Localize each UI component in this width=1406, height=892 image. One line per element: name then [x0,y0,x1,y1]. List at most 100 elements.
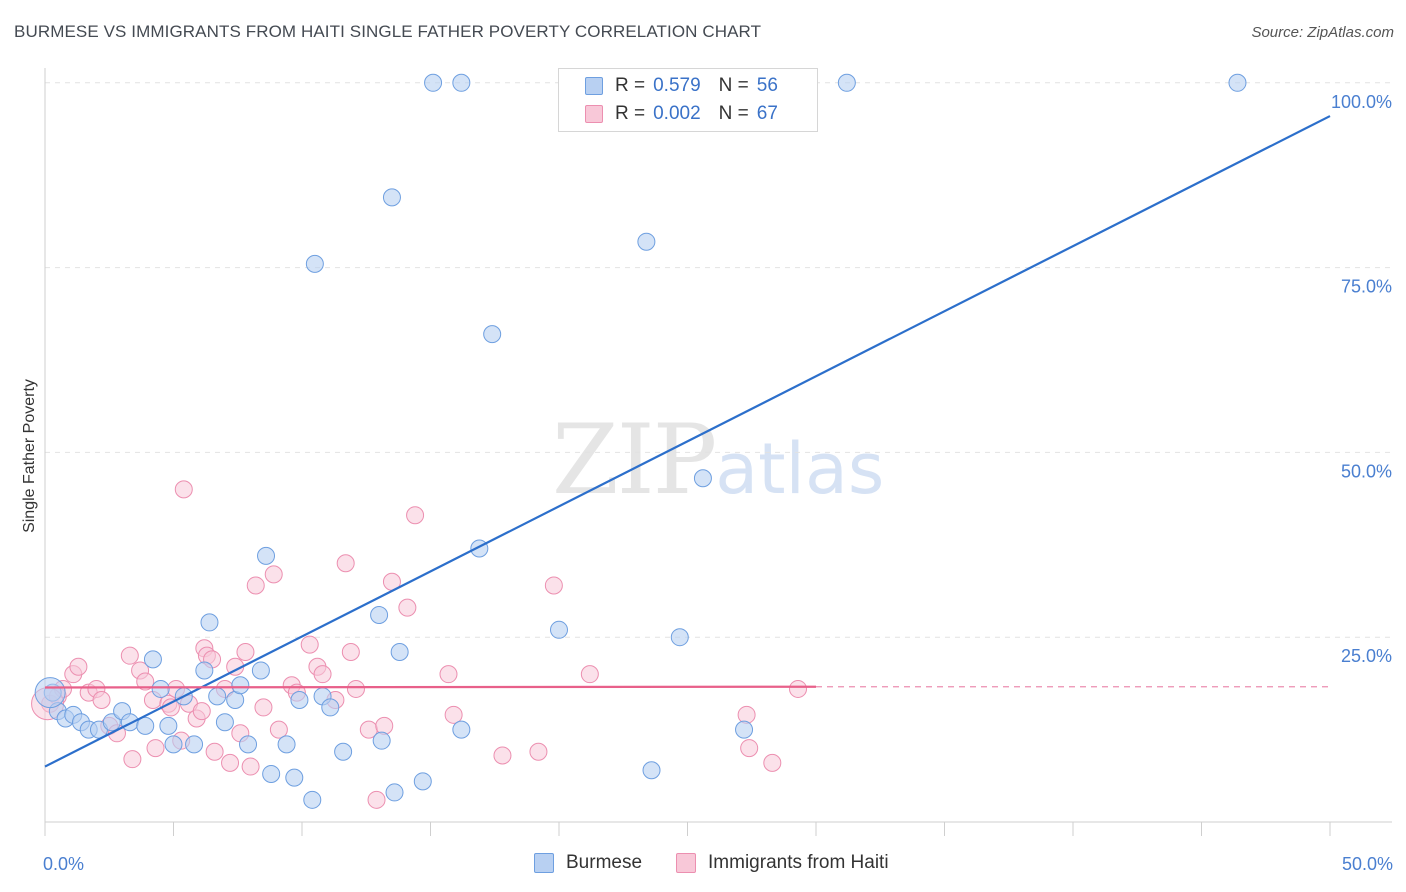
haiti-point [580,665,599,684]
legend-label-burmese: Burmese [566,852,643,873]
burmese-point [120,713,139,732]
chart-source: Source: ZipAtlas.com [1251,24,1394,41]
haiti-point [236,642,255,661]
haiti-points [31,480,808,809]
haiti-point [346,679,365,698]
haiti-point [123,750,142,769]
grid-lines [45,82,1392,638]
axis-labels: 25.0% 50.0% 75.0% 100.0% 0.0% 50.0% Single Fat… [21,92,1393,874]
burmese-point [642,761,661,780]
haiti-point [367,790,386,809]
burmese-point [159,716,178,735]
burmese-point [424,73,443,92]
burmese-point [251,661,270,680]
haiti-point [336,554,355,573]
haiti-point [246,576,265,595]
haiti-point [544,576,563,595]
chart-title: BURMESE VS IMMIGRANTS FROM HAITI SINGLE … [14,22,762,41]
burmese-point [1228,73,1247,92]
burmese-point [164,735,183,754]
burmese-point [215,713,234,732]
burmese-point [452,73,471,92]
x-tick-label: 50.0% [1342,854,1393,874]
haiti-swatch [585,105,603,123]
burmese-point [735,720,754,739]
haiti-point [529,742,548,761]
burmese-cluster-point [34,677,66,709]
series-legend: Burmese Immigrants from Haiti [534,852,923,874]
legend-n-value: 67 [756,103,778,124]
haiti-point [789,679,808,698]
burmese-point [670,628,689,647]
haiti-point [69,657,88,676]
burmese-point [136,716,155,735]
y-tick-label: 75.0% [1341,277,1392,297]
burmese-point [277,735,296,754]
watermark: ZIPatlas [552,404,884,516]
haiti-point [192,702,211,721]
burmese-point [231,676,250,695]
burmese-trend-line [44,115,1331,768]
correlation-legend: R = 0.579 N = 56 R = 0.002 N = 67 [558,68,818,132]
burmese-point [303,790,322,809]
y-axis-title: Single Father Poverty [21,379,38,533]
burmese-point [200,613,219,632]
y-tick-label: 50.0% [1341,461,1392,481]
burmese-point [390,642,409,661]
haiti-point [763,753,782,772]
burmese-point [637,232,656,251]
legend-label-haiti: Immigrants from Haiti [708,852,889,873]
haiti-point [406,506,425,525]
haiti-point [269,720,288,739]
haiti-point [341,642,360,661]
burmese-point [143,650,162,669]
haiti-point [439,665,458,684]
haiti-point [92,691,111,710]
burmese-point [370,606,389,625]
haiti-point [444,705,463,724]
burmese-point [372,731,391,750]
y-tick-label: 25.0% [1341,646,1392,666]
watermark-zip: ZIP [552,404,717,516]
burmese-point [208,687,227,706]
burmese-point [452,720,471,739]
legend-n-label: N = [718,75,749,96]
burmese-point [195,661,214,680]
burmese-point [285,768,304,787]
burmese-point [185,735,204,754]
haiti-point [136,672,155,691]
legend-item-burmese[interactable]: Burmese [534,852,642,874]
burmese-point [382,188,401,207]
burmese-point [151,679,170,698]
burmese-point [321,698,340,717]
y-tick-label: 100.0% [1331,92,1392,112]
legend-row-haiti: R = 0.002 N = 67 [585,101,778,127]
haiti-point [221,753,240,772]
burmese-point [483,325,502,344]
haiti-point [205,742,224,761]
haiti-point [264,565,283,584]
haiti-point [241,757,260,776]
haiti-point [737,705,756,724]
haiti-point [254,698,273,717]
burmese-point [693,469,712,488]
haiti-point [300,635,319,654]
legend-item-haiti[interactable]: Immigrants from Haiti [676,852,889,874]
haiti-trend-line [44,685,817,689]
burmese-point [550,620,568,639]
burmese-point [257,546,276,565]
legend-r-value: 0.579 [653,75,701,96]
watermark-atlas: atlas [715,428,885,510]
legend-row-burmese: R = 0.579 N = 56 [585,73,778,99]
legend-n-label: N = [718,103,749,124]
burmese-point [239,735,258,754]
legend-n-value: 56 [756,75,778,96]
burmese-point [262,764,281,783]
legend-r-value: 0.002 [653,103,701,124]
burmese-point [290,691,309,710]
x-tick-label: 0.0% [43,854,84,874]
haiti-point [740,739,759,758]
haiti-point [375,716,394,735]
burmese-point [837,73,856,92]
